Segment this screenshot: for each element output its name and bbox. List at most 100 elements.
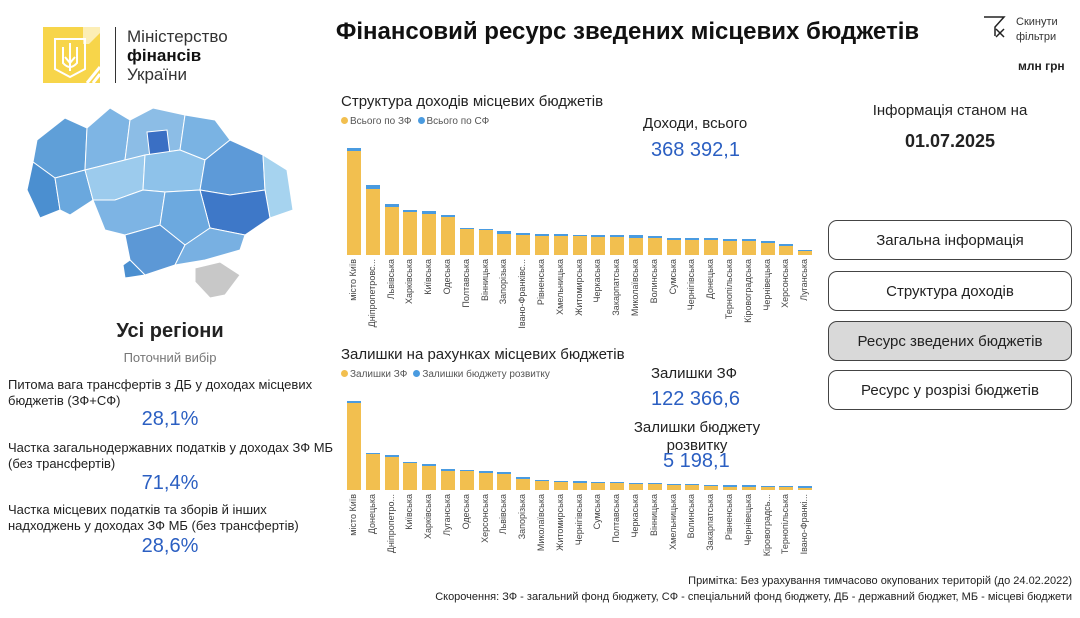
bar-segment-sf[interactable]: [441, 215, 455, 217]
bar-segment-zf[interactable]: [347, 151, 361, 255]
bar-segment-sf[interactable]: [610, 235, 625, 237]
bar-segment-zf[interactable]: [572, 236, 587, 255]
balances-bar-chart[interactable]: місто Київ Донецька Дніпропетро... Київська…: [345, 390, 815, 585]
bar[interactable]: [422, 464, 437, 490]
bar[interactable]: [347, 148, 361, 255]
bar[interactable]: [516, 477, 531, 490]
bar-segment-zf[interactable]: [741, 240, 756, 255]
bar-segment-zf-balance[interactable]: [384, 456, 399, 490]
bar-segment-zf[interactable]: [459, 229, 474, 255]
bar-segment-dev-balance[interactable]: [535, 479, 549, 482]
bar-segment-sf[interactable]: [459, 227, 474, 230]
revenue-bar-chart[interactable]: місто Київ Дніпропетровс... Львівська Харкі…: [345, 140, 815, 340]
bar-segment-sf[interactable]: [760, 240, 775, 243]
bar-segment-zf-balance[interactable]: [704, 486, 719, 490]
bar-segment-zf[interactable]: [478, 230, 493, 255]
bar[interactable]: [591, 481, 606, 490]
bar-segment-dev-balance[interactable]: [516, 477, 531, 479]
bar-segment-zf-balance[interactable]: [572, 482, 587, 490]
bar[interactable]: [779, 485, 794, 490]
bar-segment-dev-balance[interactable]: [760, 485, 775, 488]
bar-segment-sf[interactable]: [497, 231, 512, 234]
bar[interactable]: [535, 234, 549, 255]
bar-segment-zf[interactable]: [760, 242, 775, 255]
nav-resource-by-budget-button[interactable]: Ресурс у розрізі бюджетів: [828, 370, 1072, 410]
bar-segment-zf[interactable]: [365, 188, 380, 255]
bar-segment-sf[interactable]: [365, 184, 380, 189]
bar-segment-zf-balance[interactable]: [629, 484, 643, 490]
bar[interactable]: [365, 452, 380, 490]
bar[interactable]: [384, 455, 399, 490]
bar[interactable]: [704, 238, 719, 255]
bar-segment-zf[interactable]: [647, 237, 662, 255]
bar-segment-zf-balance[interactable]: [535, 481, 549, 490]
bar-segment-sf[interactable]: [798, 249, 813, 252]
bar-segment-zf-balance[interactable]: [666, 485, 681, 490]
bar-segment-dev-balance[interactable]: [459, 469, 474, 472]
reset-filters-button[interactable]: Скинути фільтри: [982, 14, 1058, 45]
bar-segment-dev-balance[interactable]: [591, 481, 606, 484]
bar-segment-zf[interactable]: [497, 233, 512, 255]
bar-segment-zf[interactable]: [384, 206, 399, 255]
bar-segment-zf-balance[interactable]: [478, 472, 493, 490]
bar-segment-zf-balance[interactable]: [497, 474, 512, 490]
bar-segment-zf-balance[interactable]: [403, 463, 418, 490]
bar[interactable]: [798, 486, 813, 490]
bar[interactable]: [516, 233, 531, 255]
bar-segment-dev-balance[interactable]: [685, 483, 700, 486]
bar[interactable]: [685, 483, 700, 490]
bar[interactable]: [704, 484, 719, 490]
bar-segment-sf[interactable]: [723, 239, 737, 241]
bar[interactable]: [723, 485, 737, 490]
bar[interactable]: [347, 401, 361, 490]
bar-segment-dev-balance[interactable]: [365, 452, 380, 455]
bar[interactable]: [365, 184, 380, 255]
bar-segment-dev-balance[interactable]: [741, 485, 756, 487]
bar-segment-zf[interactable]: [629, 237, 643, 255]
bar[interactable]: [610, 481, 625, 490]
bar[interactable]: [760, 240, 775, 255]
bar-segment-zf-balance[interactable]: [798, 487, 813, 490]
bar[interactable]: [629, 482, 643, 490]
bar-segment-zf-balance[interactable]: [553, 482, 568, 490]
bar-segment-sf[interactable]: [666, 238, 681, 240]
bar-segment-zf-balance[interactable]: [647, 484, 662, 490]
bar-segment-sf[interactable]: [685, 238, 700, 240]
bar[interactable]: [760, 485, 775, 490]
bar[interactable]: [553, 234, 568, 255]
bar[interactable]: [422, 211, 437, 255]
bar-segment-zf[interactable]: [779, 245, 794, 255]
bar-segment-dev-balance[interactable]: [798, 486, 813, 488]
bar[interactable]: [779, 244, 794, 255]
bar-segment-dev-balance[interactable]: [441, 469, 455, 471]
bar[interactable]: [459, 227, 474, 255]
bar-segment-zf[interactable]: [516, 234, 531, 255]
bar-segment-dev-balance[interactable]: [478, 471, 493, 473]
bar[interactable]: [629, 235, 643, 255]
bar-segment-dev-balance[interactable]: [403, 461, 418, 464]
bar-segment-dev-balance[interactable]: [666, 483, 681, 486]
bar[interactable]: [798, 249, 813, 255]
bar-segment-zf[interactable]: [422, 213, 437, 255]
bar-segment-dev-balance[interactable]: [647, 482, 662, 485]
bar-segment-zf[interactable]: [666, 239, 681, 255]
bar[interactable]: [572, 481, 587, 490]
bar-segment-sf[interactable]: [516, 233, 531, 235]
bar-segment-zf[interactable]: [798, 251, 813, 255]
bar-segment-dev-balance[interactable]: [347, 401, 361, 403]
bar[interactable]: [647, 482, 662, 490]
bar-segment-sf[interactable]: [478, 228, 493, 231]
bar-segment-dev-balance[interactable]: [497, 472, 512, 475]
bar[interactable]: [666, 238, 681, 255]
bar[interactable]: [478, 471, 493, 490]
bar[interactable]: [403, 209, 418, 255]
nav-consolidated-resource-button[interactable]: Ресурс зведених бюджетів: [828, 321, 1072, 361]
bar-segment-dev-balance[interactable]: [572, 481, 587, 483]
bar-segment-sf[interactable]: [384, 203, 399, 207]
bar[interactable]: [666, 483, 681, 490]
bar-segment-zf-balance[interactable]: [741, 486, 756, 490]
bar-segment-zf-balance[interactable]: [723, 486, 737, 490]
bar-segment-sf[interactable]: [591, 235, 606, 237]
bar[interactable]: [741, 239, 756, 255]
bar-segment-zf[interactable]: [610, 236, 625, 255]
